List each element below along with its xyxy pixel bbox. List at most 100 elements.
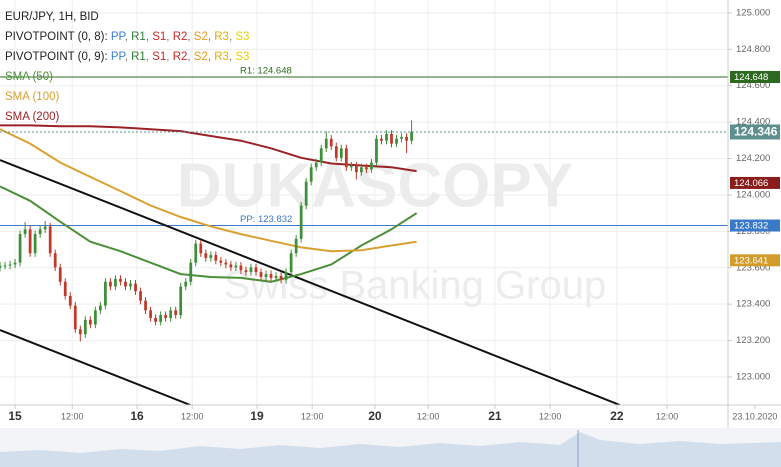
x-tick-label: 12:00 <box>181 411 204 421</box>
candle-body <box>179 286 183 316</box>
candle-body <box>119 278 122 282</box>
legend-separator: , <box>207 31 215 43</box>
candle-body <box>224 262 228 265</box>
candle-body <box>365 167 368 170</box>
legend-separator: , <box>124 31 132 43</box>
candle-body <box>410 131 413 141</box>
candle-body <box>149 310 152 318</box>
candle-body <box>134 283 137 292</box>
price-tag <box>730 124 780 140</box>
candle-body <box>3 265 7 267</box>
candle-body <box>78 329 82 335</box>
candle-body <box>68 295 72 306</box>
legend-separator: , <box>228 51 236 63</box>
candle-body <box>169 310 173 318</box>
candle-body <box>284 272 288 280</box>
legend-separator: , <box>207 51 215 63</box>
candle-body <box>204 253 208 258</box>
price-tag-label: 124.346 <box>734 125 778 139</box>
candle-body <box>28 229 32 254</box>
candle-body <box>400 136 403 139</box>
candle-body <box>354 165 358 173</box>
price-tag-label: 124.066 <box>734 178 768 189</box>
y-tick-label: 124.600 <box>736 80 770 91</box>
candle-body <box>58 267 62 282</box>
y-tick-label: 123.600 <box>736 262 770 273</box>
candle-body <box>109 281 112 287</box>
level-label: PP: 123.832 <box>240 214 292 225</box>
legend-label: PIVOTPOINT (0, 9): <box>5 51 108 63</box>
x-tick-label: 12:00 <box>301 411 324 421</box>
candle-body <box>199 243 203 254</box>
candle-body <box>164 315 168 318</box>
candle-body <box>289 253 293 273</box>
y-tick-label: 124.200 <box>736 153 770 164</box>
series-legend: SMA (50) SMA (100) SMA (200) <box>5 67 249 127</box>
candle-body <box>23 229 27 235</box>
candle-body <box>319 148 323 163</box>
price-tag-label: 123.832 <box>734 221 768 232</box>
candle-body <box>114 278 117 287</box>
price-tag <box>730 176 780 189</box>
legend-item: R1 <box>131 31 146 43</box>
x-tick-label: 15 <box>8 409 22 423</box>
candle-body <box>344 148 348 168</box>
watermark: DUKASCOPY <box>177 151 573 220</box>
candle-body <box>43 226 47 230</box>
candle-body <box>189 262 193 282</box>
candle-body <box>8 264 12 266</box>
candle-body <box>304 181 308 206</box>
legend-item: S1 <box>152 31 167 43</box>
candle-body <box>99 305 102 311</box>
candle-body <box>18 234 22 263</box>
candle-body <box>229 264 233 268</box>
legend-label: SMA (200) <box>5 111 60 123</box>
candle-body <box>154 317 157 322</box>
candle-body <box>324 138 328 149</box>
candle-body <box>259 272 263 278</box>
candle-body <box>395 138 398 144</box>
grid <box>0 0 728 405</box>
legend-label: PIVOTPOINT (0, 8): <box>5 31 108 43</box>
axes: 123.000123.200123.400123.600123.800124.0… <box>8 7 780 423</box>
candle-body <box>405 136 408 141</box>
candle-body <box>139 291 142 301</box>
candle-body <box>239 265 243 271</box>
candle-body <box>385 133 388 141</box>
candle-body <box>249 267 253 273</box>
trendline <box>0 159 621 405</box>
legend-label: SMA (100) <box>5 91 60 103</box>
candle-body <box>264 274 268 278</box>
candle-body <box>104 281 107 306</box>
candle-body <box>88 319 92 325</box>
candle-body <box>390 133 393 144</box>
candle-body <box>349 165 353 168</box>
legend-item: SMA (100) <box>5 87 249 107</box>
watermark: Swiss Banking Group <box>224 264 606 308</box>
legend-item: SMA (200) <box>5 107 249 127</box>
candle-body <box>299 205 303 239</box>
price-tag-label: 124.648 <box>734 72 768 83</box>
candle-body <box>294 238 298 254</box>
candle-body <box>234 265 238 268</box>
price-tag <box>730 70 780 83</box>
candle-body <box>339 148 343 158</box>
y-tick-label: 123.400 <box>736 299 770 310</box>
plot-area: R1: 124.648 PP: 123.832 <box>0 66 728 405</box>
x-tick-label: 12:00 <box>417 411 440 421</box>
sma-line <box>0 128 417 253</box>
y-tick-label: 125.000 <box>736 7 770 18</box>
legend-item: R2 <box>172 31 188 43</box>
sma-line <box>0 185 418 283</box>
legend-item: S2 <box>193 51 208 63</box>
trendline <box>0 329 191 405</box>
candle-body <box>124 281 127 287</box>
legend-label: SMA (50) <box>5 71 53 83</box>
candle-body <box>184 281 188 287</box>
x-tick-label: 12:00 <box>539 411 562 421</box>
price-tag <box>730 254 780 267</box>
y-tick-label: 123.200 <box>736 335 770 346</box>
candle-body <box>360 167 363 173</box>
